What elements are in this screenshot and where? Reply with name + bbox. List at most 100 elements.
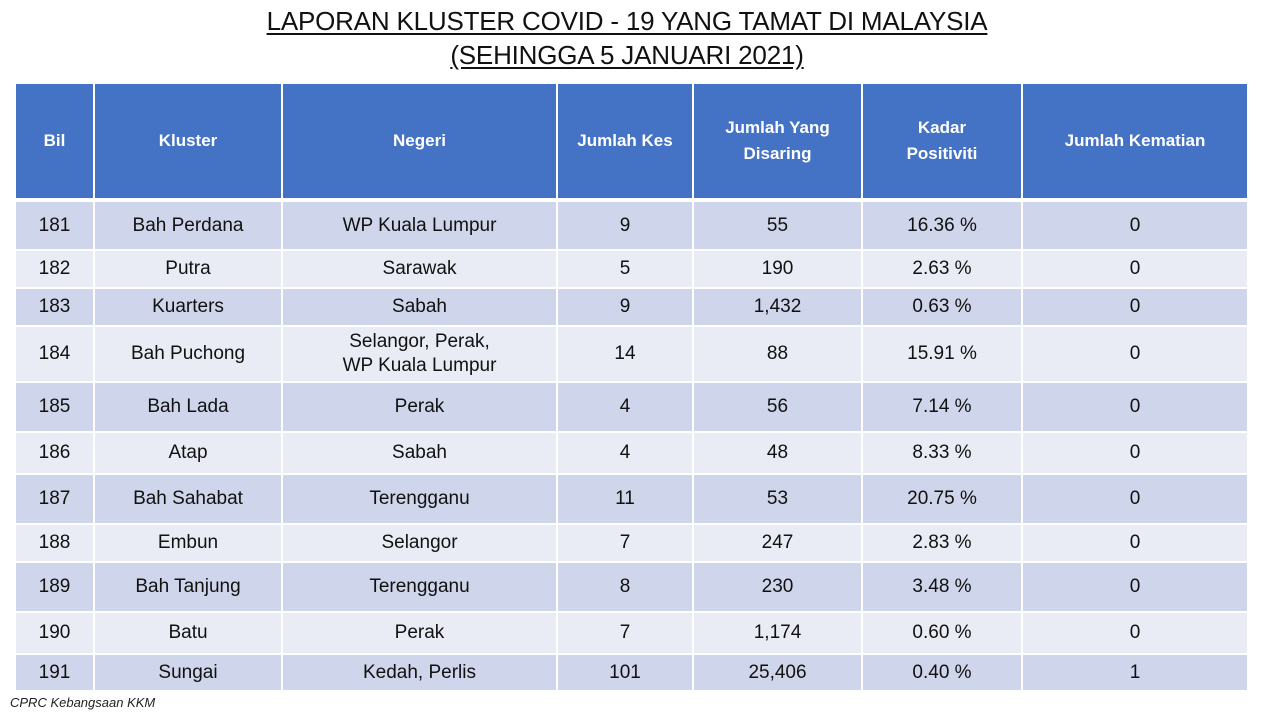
cell-negeri-line1: Kedah, Perlis: [362, 661, 476, 683]
cell-negeri: Perak: [282, 381, 558, 432]
cell-negeri: Selangor: [282, 523, 558, 562]
cell-jumlah-disaring: 1,174: [693, 611, 863, 654]
title-line-1: LAPORAN KLUSTER COVID - 19 YANG TAMAT DI…: [266, 6, 988, 36]
cell-kluster: Embun: [94, 523, 283, 562]
cell-jumlah-kematian: 0: [1022, 561, 1247, 612]
header-kadar-positiviti: Kadar Positiviti: [862, 84, 1023, 202]
source-note: CPRC Kebangsaan KKM: [10, 695, 156, 710]
table-row: 190 Batu Perak 7 1,174 0.60 % 0: [16, 611, 1247, 654]
cell-jumlah-kematian: 1: [1022, 653, 1247, 690]
cell-jumlah-kes: 9: [557, 199, 694, 250]
cell-jumlah-disaring: 53: [693, 473, 863, 524]
cell-jumlah-kes: 14: [557, 325, 694, 382]
cell-negeri: Perak: [282, 611, 558, 654]
cell-jumlah-kematian: 0: [1022, 249, 1247, 288]
report-title: LAPORAN KLUSTER COVID - 19 YANG TAMAT DI…: [0, 4, 1254, 72]
cell-kluster: Bah Sahabat: [94, 473, 283, 524]
cell-kluster: Kuarters: [94, 287, 283, 326]
header-jumlah-kes: Jumlah Kes: [557, 84, 694, 202]
cell-jumlah-kes: 7: [557, 611, 694, 654]
cell-bil: 188: [16, 523, 95, 562]
title-line-2: (SEHINGGA 5 JANUARI 2021): [450, 40, 804, 70]
table-row: 188 Embun Selangor 7 247 2.83 % 0: [16, 523, 1247, 562]
cell-kadar-positiviti: 2.63 %: [862, 249, 1023, 288]
cell-negeri: WP Kuala Lumpur: [282, 199, 558, 250]
cell-jumlah-kematian: 0: [1022, 431, 1247, 474]
cell-negeri: Selangor, Perak, WP Kuala Lumpur: [282, 325, 558, 382]
table-row: 189 Bah Tanjung Terengganu 8 230 3.48 % 0: [16, 561, 1247, 612]
cell-jumlah-disaring: 56: [693, 381, 863, 432]
cell-jumlah-kematian: 0: [1022, 325, 1247, 382]
cell-bil: 183: [16, 287, 95, 326]
cell-jumlah-disaring: 1,432: [693, 287, 863, 326]
cell-jumlah-disaring: 55: [693, 199, 863, 250]
table-body: 181 Bah Perdana WP Kuala Lumpur 9 55 16.36 % 0…: [16, 199, 1247, 690]
cell-negeri: Sabah: [282, 287, 558, 326]
cell-jumlah-disaring: 88: [693, 325, 863, 382]
cell-jumlah-kes: 11: [557, 473, 694, 524]
cell-bil: 187: [16, 473, 95, 524]
cell-kadar-positiviti: 16.36 %: [862, 199, 1023, 250]
cell-jumlah-kematian: 0: [1022, 611, 1247, 654]
cell-jumlah-kes: 7: [557, 523, 694, 562]
cell-kadar-positiviti: 0.60 %: [862, 611, 1023, 654]
cell-negeri: Sarawak: [282, 249, 558, 288]
cell-kadar-positiviti: 15.91 %: [862, 325, 1023, 382]
cell-negeri-line1: Perak: [394, 396, 445, 417]
cell-kluster: Sungai: [94, 653, 283, 690]
cell-negeri: Sabah: [282, 431, 558, 474]
cell-negeri-line1: Perak: [394, 622, 445, 643]
cell-jumlah-kematian: 0: [1022, 381, 1247, 432]
cell-negeri: Kedah, Perlis: [282, 653, 558, 690]
cell-negeri-line1: Terengganu: [369, 576, 470, 597]
table-row: 187 Bah Sahabat Terengganu 11 53 20.75 % 0: [16, 473, 1247, 524]
table-row: 182 Putra Sarawak 5 190 2.63 % 0: [16, 249, 1247, 288]
cell-negeri-line1: Selangor, Perak,: [349, 331, 490, 352]
header-bil: Bil: [16, 84, 95, 202]
table-row: 191 Sungai Kedah, Perlis 101 25,406 0.40 % 1: [16, 653, 1247, 690]
cell-jumlah-kes: 4: [557, 381, 694, 432]
cell-kadar-positiviti: 0.63 %: [862, 287, 1023, 326]
header-negeri: Negeri: [282, 84, 558, 202]
header-jumlah-kematian: Jumlah Kematian: [1022, 84, 1247, 202]
header-kluster: Kluster: [94, 84, 283, 202]
cell-jumlah-disaring: 247: [693, 523, 863, 562]
cell-negeri-line1: Terengganu: [369, 488, 470, 509]
cell-bil: 186: [16, 431, 95, 474]
cell-kluster: Putra: [94, 249, 283, 288]
cell-kluster: Bah Puchong: [94, 325, 283, 382]
cell-bil: 184: [16, 325, 95, 382]
cell-jumlah-kematian: 0: [1022, 523, 1247, 562]
header-kadar-line2: Positiviti: [906, 144, 978, 163]
cell-jumlah-kes: 9: [557, 287, 694, 326]
cell-negeri-line1: Sarawak: [382, 258, 457, 279]
table-row: 185 Bah Lada Perak 4 56 7.14 % 0: [16, 381, 1247, 432]
cell-kluster: Atap: [94, 431, 283, 474]
cell-bil: 185: [16, 381, 95, 432]
cell-jumlah-disaring: 230: [693, 561, 863, 612]
table-row: 183 Kuarters Sabah 9 1,432 0.63 % 0: [16, 287, 1247, 326]
cell-negeri-line1: Sabah: [392, 296, 447, 317]
cell-jumlah-disaring: 25,406: [693, 653, 863, 690]
table-header-row: Bil Kluster Negeri Jumlah Kes Jumlah Yan…: [16, 84, 1247, 202]
cell-kadar-positiviti: 0.40 %: [862, 653, 1023, 690]
cell-negeri-line1: WP Kuala Lumpur: [342, 214, 497, 236]
cell-jumlah-kes: 5: [557, 249, 694, 288]
cell-jumlah-disaring: 48: [693, 431, 863, 474]
cell-negeri: Terengganu: [282, 473, 558, 524]
cell-jumlah-kes: 4: [557, 431, 694, 474]
cell-negeri-line1: Selangor: [381, 532, 458, 553]
cell-jumlah-kematian: 0: [1022, 287, 1247, 326]
header-jumlah-disaring: Jumlah Yang Disaring: [693, 84, 863, 202]
cell-jumlah-kes: 8: [557, 561, 694, 612]
header-jumlah-disaring-line1: Jumlah Yang: [725, 118, 830, 137]
cell-negeri-line2: WP Kuala Lumpur: [342, 355, 497, 376]
cell-kadar-positiviti: 20.75 %: [862, 473, 1023, 524]
cell-kluster: Bah Perdana: [94, 199, 283, 250]
cell-jumlah-kes: 101: [557, 653, 694, 690]
cluster-table: Bil Kluster Negeri Jumlah Kes Jumlah Yan…: [16, 84, 1247, 690]
cell-kadar-positiviti: 8.33 %: [862, 431, 1023, 474]
cell-bil: 191: [16, 653, 95, 690]
cell-negeri-line1: Sabah: [392, 442, 447, 463]
cell-bil: 182: [16, 249, 95, 288]
